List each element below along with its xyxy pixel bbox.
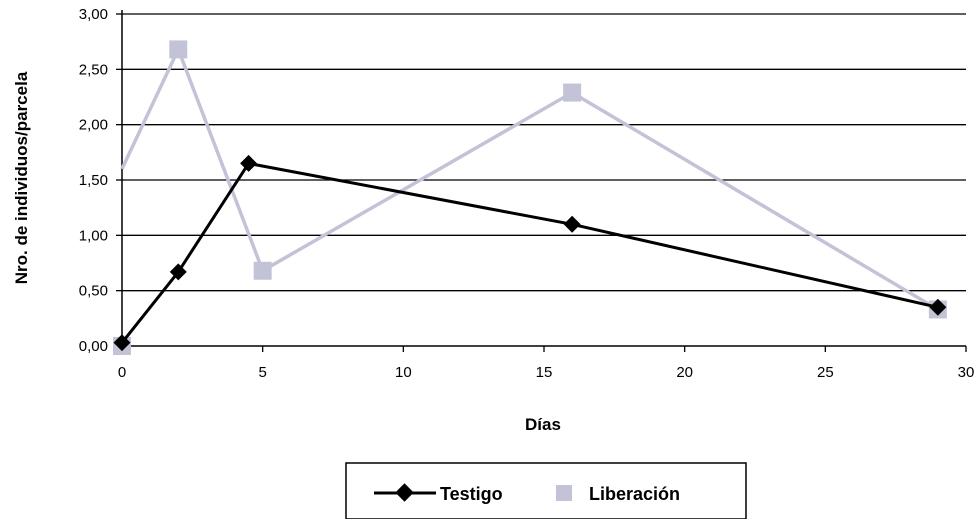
- x-tick-label: 20: [676, 364, 693, 381]
- legend-liberacion-marker: [556, 485, 572, 501]
- data-point: [169, 40, 188, 59]
- y-tick-label: 2,00: [79, 117, 108, 134]
- x-tick-label: 10: [395, 364, 412, 381]
- gridlines: [122, 13, 966, 292]
- x-tick-label: 25: [817, 364, 834, 381]
- data-point: [169, 263, 187, 281]
- series-line: [120, 161, 939, 344]
- y-tick-label: 0,00: [79, 338, 108, 355]
- y-axis-title: Nro. de individuos/parcela: [12, 71, 31, 284]
- legend: Testigo Liberación: [345, 462, 747, 519]
- data-point: [563, 83, 582, 102]
- axes: [116, 10, 967, 352]
- y-tick-label: 3,00: [79, 6, 108, 23]
- legend-box: [345, 462, 747, 519]
- legend-testigo-marker: [395, 483, 414, 502]
- data-point: [929, 298, 947, 316]
- y-tick-label: 2,50: [79, 61, 108, 78]
- x-axis-title: Días: [525, 415, 561, 434]
- series-testigo: [113, 154, 947, 352]
- x-tick-label: 0: [118, 364, 126, 381]
- series-layer: [113, 40, 947, 355]
- data-point: [563, 215, 581, 233]
- y-tick-label: 1,00: [79, 227, 108, 244]
- legend-liberacion-label: Liberación: [589, 484, 680, 504]
- x-tick-label: 30: [958, 364, 975, 381]
- data-point: [240, 154, 258, 172]
- y-tick-label: 0,50: [79, 283, 108, 300]
- x-tick-label: 15: [536, 364, 553, 381]
- tick-labels: 0,00 0,50 1,00 1,50 2,00 2,50 3,00 0 5 10 15 20 25 30: [79, 6, 975, 381]
- x-tick-label: 5: [258, 364, 266, 381]
- data-point: [253, 261, 272, 280]
- legend-testigo-label: Testigo: [440, 484, 503, 504]
- y-tick-label: 1,50: [79, 172, 108, 189]
- data-point: [113, 334, 131, 352]
- series-liberacion: [113, 40, 947, 355]
